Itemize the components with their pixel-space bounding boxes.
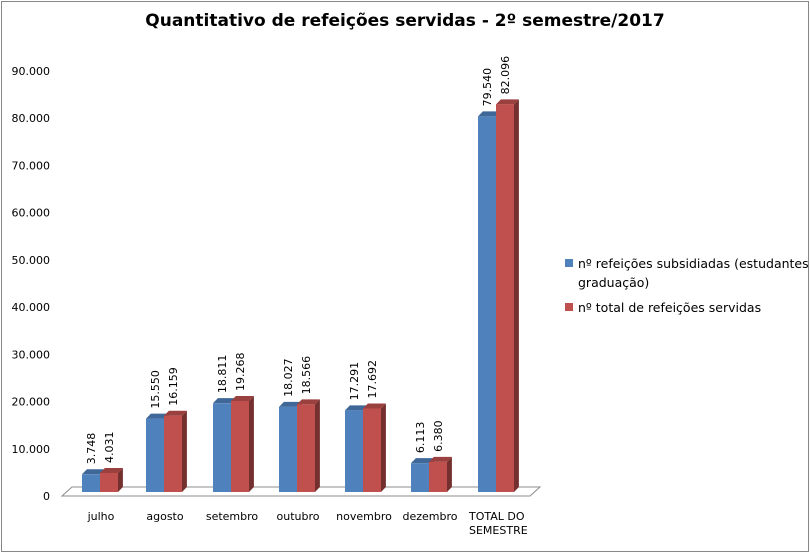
bar-top (411, 458, 434, 464)
bar-front (279, 406, 297, 492)
bar-side (315, 399, 320, 492)
bar-front (164, 415, 182, 492)
bar-front (429, 461, 447, 492)
bar-total-5 (429, 456, 452, 492)
chart-title: Quantitativo de refeições servidas - 2º … (145, 11, 664, 31)
x-tick-label: agosto (146, 510, 183, 523)
bar-total-3 (297, 399, 320, 492)
y-tick-label: 80.000 (12, 112, 51, 125)
legend-label-subsidiadas: nº refeições subsidiadas (estudantes grad… (578, 256, 809, 290)
x-tick-label: novembro (336, 510, 392, 523)
y-tick-label: 40.000 (12, 301, 51, 314)
bar-total-2 (231, 396, 254, 492)
y-tick-label: 70.000 (12, 159, 51, 172)
data-label: 17.692 (366, 360, 379, 399)
y-tick-label: 60.000 (12, 207, 51, 220)
bar-top (82, 469, 105, 475)
bar-side (514, 99, 519, 492)
legend-swatch-total (565, 303, 573, 311)
bar-top (478, 111, 501, 117)
data-label: 6.113 (414, 422, 427, 454)
x-tick-label: outubro (277, 510, 320, 523)
bar-top (164, 410, 187, 416)
x-tick-label: julho (87, 510, 115, 523)
bar-total-6 (496, 99, 519, 492)
legend-label-total: nº total de refeições servidas (578, 300, 761, 315)
bar-top (363, 403, 386, 409)
y-tick-label: 50.000 (12, 254, 51, 267)
bar-top (345, 405, 368, 411)
bar-side (447, 456, 452, 492)
x-tick-label: dezembro (403, 510, 458, 523)
bar-front (213, 403, 231, 492)
bar-top (429, 456, 452, 462)
bar-front (345, 410, 363, 492)
data-label: 3.748 (85, 433, 98, 465)
bar-top (279, 401, 302, 407)
x-tick-label: TOTAL DO SEMESTRE (468, 510, 528, 537)
y-tick-label: 20.000 (12, 396, 51, 409)
bar-front (411, 463, 429, 492)
bar-front (146, 418, 164, 492)
bar-side (118, 467, 123, 492)
bar-top (213, 398, 236, 404)
bar-front (496, 104, 514, 492)
legend-swatch-subsidiadas (565, 259, 573, 267)
bar-front (363, 408, 381, 492)
bar-front (297, 404, 315, 492)
bar-side (249, 396, 254, 492)
bar-top (297, 399, 320, 405)
data-label: 4.031 (103, 431, 116, 463)
data-label: 16.159 (167, 367, 180, 406)
bar-total-1 (164, 410, 187, 492)
y-tick-label: 30.000 (12, 348, 51, 361)
bar-top (100, 467, 123, 473)
y-tick-label: 90.000 (12, 65, 51, 78)
data-label: 18.027 (282, 358, 295, 397)
data-label: 82.096 (499, 56, 512, 95)
bar-front (478, 116, 496, 493)
data-label: 6.380 (432, 420, 445, 452)
bar-front (231, 401, 249, 492)
legend: nº refeições subsidiadas (estudantes grad… (565, 256, 809, 315)
bar-total-4 (363, 403, 386, 492)
bar-front (82, 474, 100, 492)
data-label: 18.811 (216, 355, 229, 394)
bar-side (381, 403, 386, 492)
bar-top (231, 396, 254, 402)
bar-top (496, 99, 519, 105)
bar-top (146, 413, 169, 419)
data-label: 19.268 (234, 353, 247, 392)
data-label: 15.550 (149, 370, 162, 409)
data-label: 17.291 (348, 362, 361, 401)
x-tick-label: setembro (206, 510, 259, 523)
y-tick-label: 0 (43, 490, 50, 503)
data-label: 18.566 (300, 356, 313, 395)
bar-front (100, 472, 118, 492)
bar-side (182, 410, 187, 492)
data-label: 79.540 (481, 68, 494, 107)
y-tick-label: 10.000 (12, 443, 51, 456)
bar-total-0 (100, 467, 123, 492)
